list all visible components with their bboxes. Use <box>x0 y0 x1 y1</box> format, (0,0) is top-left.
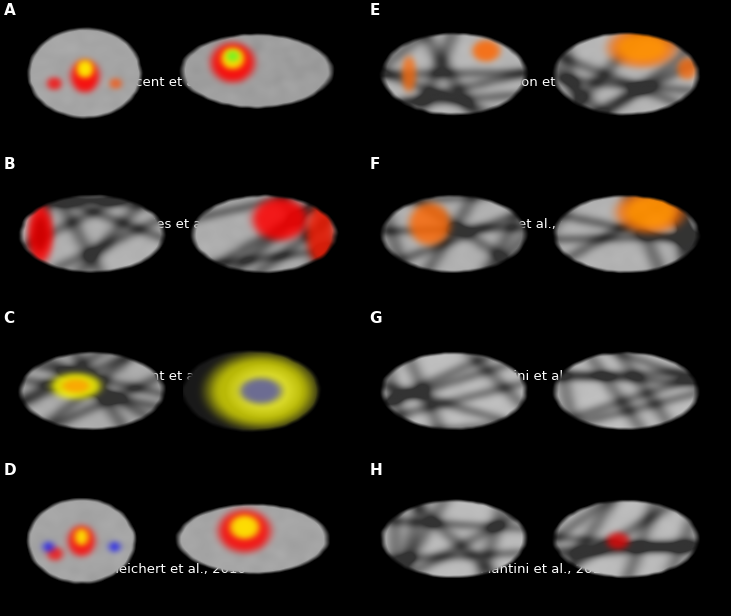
Text: Vincent et al., 2007: Vincent et al., 2007 <box>114 76 244 89</box>
Text: Mantini et al., 2011: Mantini et al., 2011 <box>480 563 610 576</box>
Text: Hutchison et al., 2011: Hutchison et al., 2011 <box>471 76 618 89</box>
Text: C: C <box>4 311 15 326</box>
Text: F: F <box>369 157 379 172</box>
Text: Hutchison et al., unpublished: Hutchison et al., unpublished <box>447 218 643 231</box>
Text: E: E <box>369 3 379 18</box>
Text: Teichert et al., 2010: Teichert et al., 2010 <box>113 563 246 576</box>
Text: G: G <box>369 311 382 326</box>
Text: Vincent et al., 2010: Vincent et al., 2010 <box>114 370 244 383</box>
Text: D: D <box>4 463 16 478</box>
Text: Margulies et al., 2009: Margulies et al., 2009 <box>107 218 251 231</box>
Text: A: A <box>4 3 15 18</box>
Text: Mantini et al., 2011: Mantini et al., 2011 <box>480 370 610 383</box>
Text: H: H <box>369 463 382 478</box>
Text: B: B <box>4 157 15 172</box>
